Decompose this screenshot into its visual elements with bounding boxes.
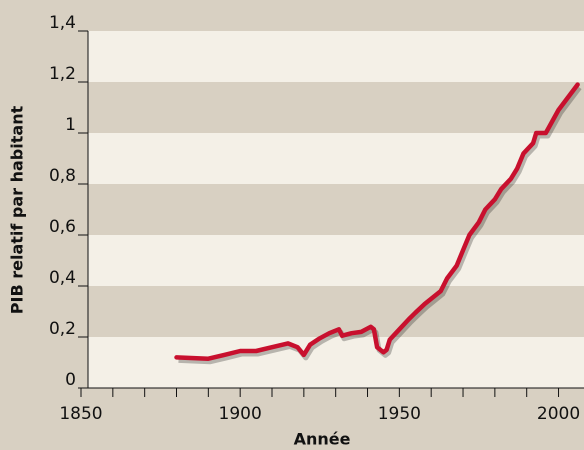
x-tick-label: 1850	[59, 404, 102, 424]
y-axis-label: PIB relatif par habitant	[8, 105, 27, 314]
band	[88, 235, 584, 286]
x-axis-label: Année	[294, 430, 351, 449]
y-tick-label: 0	[65, 370, 76, 390]
x-tick-label: 1950	[378, 404, 421, 424]
y-tick-label: 0,4	[49, 268, 76, 288]
x-tick-label: 1900	[219, 404, 262, 424]
line	[174, 82, 580, 361]
y-tick-label: 1	[65, 115, 76, 135]
y-tick-label: 0,8	[49, 166, 76, 186]
band	[88, 133, 584, 184]
y-tick-label: 1,2	[49, 64, 76, 84]
y-tick-label: 0,2	[49, 319, 76, 339]
band	[88, 31, 584, 82]
band	[88, 184, 584, 235]
y-tick-label: 0,6	[49, 217, 76, 237]
band	[88, 337, 584, 388]
y-tick-label: 1,4	[49, 13, 76, 33]
x-tick-label: 2000	[537, 404, 580, 424]
band	[88, 82, 584, 133]
